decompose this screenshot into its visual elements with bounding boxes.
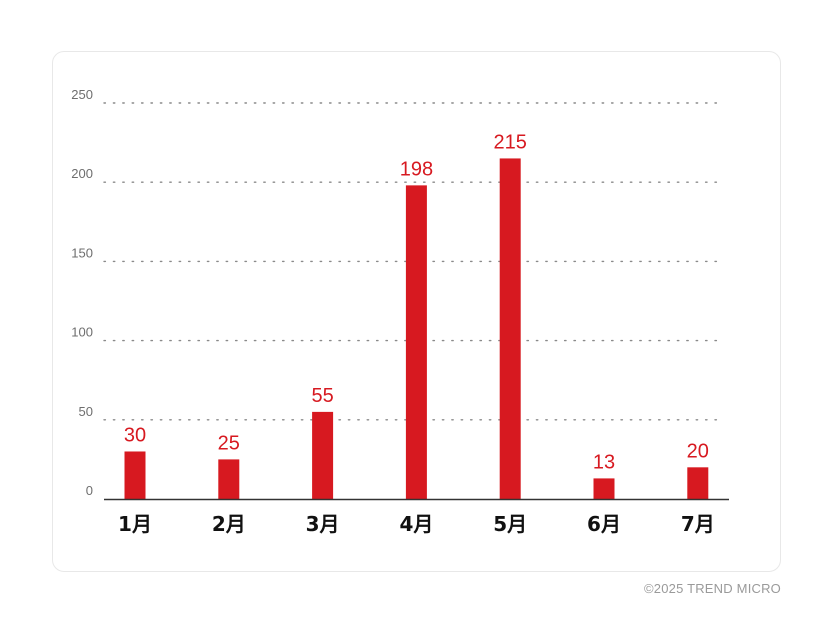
grid-lines	[103, 102, 722, 421]
bars	[124, 158, 709, 500]
y-tick-label: 250	[71, 87, 93, 102]
x-tick-label: 4月	[399, 512, 433, 536]
copyright-notice: ©2025 TREND MICRO	[644, 581, 781, 596]
bar	[218, 459, 240, 499]
data-label: 13	[593, 451, 615, 473]
data-label: 198	[400, 158, 433, 180]
y-axis-ticks: 0 50 100 150 200 250	[71, 87, 93, 498]
y-tick-label: 0	[86, 483, 93, 498]
x-tick-label: 7月	[681, 512, 715, 536]
bar	[687, 467, 709, 499]
bar	[124, 451, 146, 499]
bar	[499, 158, 521, 499]
data-label: 55	[311, 385, 333, 407]
y-tick-label: 50	[79, 404, 93, 419]
data-label: 215	[494, 131, 527, 153]
data-label: 30	[124, 424, 146, 446]
x-tick-label: 5月	[493, 512, 527, 536]
x-tick-label: 2月	[212, 512, 246, 536]
y-tick-label: 200	[71, 166, 93, 181]
data-label: 20	[687, 440, 709, 462]
bar	[593, 478, 615, 499]
data-labels: 30 25 55 198 215 13 20	[124, 131, 709, 473]
x-tick-label: 3月	[306, 512, 340, 536]
y-tick-label: 100	[71, 325, 93, 340]
bar	[312, 411, 334, 499]
bar	[405, 185, 427, 500]
data-label: 25	[218, 432, 240, 454]
x-axis-ticks: 1月 2月 3月 4月 5月 6月 7月	[118, 512, 715, 536]
y-tick-label: 150	[71, 245, 93, 260]
x-tick-label: 1月	[118, 512, 152, 536]
x-tick-label: 6月	[587, 512, 621, 536]
